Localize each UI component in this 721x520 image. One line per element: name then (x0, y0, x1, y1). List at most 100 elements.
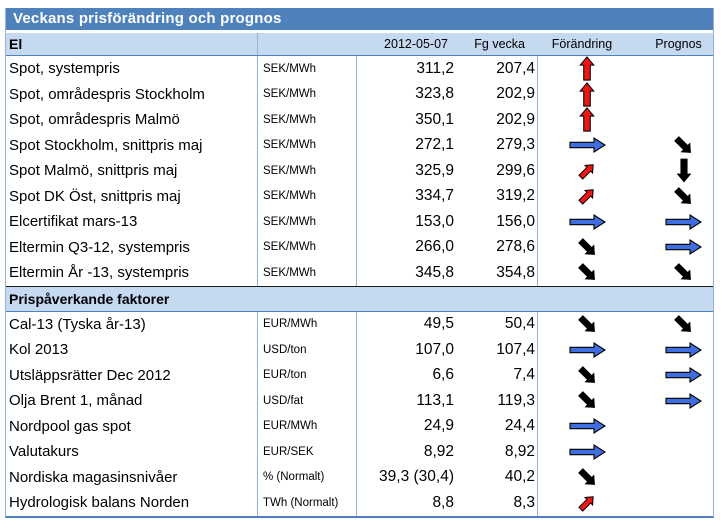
table-row: Hydrologisk balans Norden TWh (Normalt) 8,… (6, 490, 713, 516)
row-change-cell (538, 133, 626, 159)
row-prev-value: 354,8 (457, 260, 538, 286)
row-current-value: 345,8 (415, 263, 454, 281)
column-header-forecast: Prognos (655, 37, 702, 51)
row-prev-value: 7,4 (457, 362, 538, 388)
row-forecast-cell (626, 465, 713, 491)
black-diag-down-arrow-icon (577, 314, 595, 332)
row-change-cell (538, 363, 626, 389)
row-current-value: 272,1 (415, 136, 454, 154)
row-name: Spot, områdespris Stockholm (6, 81, 258, 107)
row-forecast-cell (626, 107, 713, 133)
row-unit: SEK/MWh (258, 158, 357, 184)
red-diag-up-arrow-icon (578, 189, 594, 206)
blue-right-arrow-icon (665, 239, 702, 256)
table-row: Cal-13 (Tyska år-13) EUR/MWh 49,5 50,4 (6, 311, 713, 338)
table-row: Utsläppsrätter Dec 2012 EUR/ton 6,6 7,4 (6, 362, 713, 389)
red-up-arrow-icon (579, 107, 595, 132)
black-diag-down-arrow-icon (577, 391, 595, 409)
row-prev-value: 279,3 (457, 132, 538, 158)
row-unit: USD/fat (258, 388, 357, 414)
row-name: Nordpool gas spot (6, 413, 258, 439)
row-forecast-cell (626, 312, 713, 338)
row-prev-value: 156,0 (457, 209, 538, 235)
row-forecast-cell (626, 439, 713, 465)
row-unit: SEK/MWh (258, 56, 357, 82)
row-current-value: 6,6 (432, 366, 454, 384)
row-unit: SEK/MWh (258, 81, 357, 107)
black-diag-down-arrow-icon (674, 263, 691, 281)
row-name: Eltermin År -13, systempris (6, 260, 258, 286)
section-factors-rows: Cal-13 (Tyska år-13) EUR/MWh 49,5 50,4 Kol 2… (6, 311, 713, 516)
black-diag-down-arrow-icon (577, 263, 595, 281)
row-prev-value: 207,4 (457, 56, 538, 82)
row-change-cell (538, 184, 626, 210)
row-prev-value: 278,6 (457, 234, 538, 260)
row-forecast-cell (626, 158, 713, 184)
table-row: Eltermin Q3-12, systempris SEK/MWh 266,0 27… (6, 234, 713, 261)
table-row: Spot, systempris SEK/MWh 311,2 207,4 (6, 56, 713, 82)
column-header-row: El 2012-05-07 Fg vecka Förändring Progno… (6, 33, 713, 56)
row-change-cell (538, 439, 626, 465)
black-down-arrow-icon (676, 158, 691, 183)
row-forecast-cell (626, 490, 713, 516)
row-change-cell (538, 235, 626, 261)
column-header-change: Förändring (551, 37, 613, 51)
row-unit: SEK/MWh (258, 209, 357, 235)
black-diag-down-arrow-icon (674, 135, 691, 153)
row-current-value: 8,8 (432, 493, 454, 511)
row-change-cell (538, 158, 626, 184)
row-forecast-cell (626, 363, 713, 389)
row-unit: USD/ton (258, 337, 357, 363)
row-unit: EUR/MWh (258, 413, 357, 439)
row-current-value: 266,0 (415, 238, 454, 256)
red-diag-up-arrow-icon (578, 164, 594, 180)
row-name: Spot Stockholm, snittpris maj (6, 132, 258, 158)
price-report-table: Veckans prisförändring och prognos El 20… (5, 8, 714, 518)
row-name: Spot DK Öst, snittpris maj (6, 183, 258, 209)
row-change-cell (538, 312, 626, 338)
row-forecast-cell (626, 133, 713, 159)
row-current-value: 113,1 (416, 391, 454, 409)
red-diag-up-arrow-icon (578, 496, 594, 512)
section-el-rows: Spot, systempris SEK/MWh 311,2 207,4 Spot, o… (6, 56, 713, 286)
row-current-value: 24,9 (423, 417, 454, 435)
black-diag-down-arrow-icon (674, 186, 691, 204)
table-row: Valutakurs EUR/SEK 8,92 8,92 (6, 439, 713, 465)
row-change-cell (538, 465, 626, 491)
row-current-value: 8,92 (423, 442, 454, 460)
row-prev-value: 107,4 (457, 337, 538, 363)
section-label-el: El (6, 33, 258, 55)
row-name: Olja Brent 1, månad (6, 388, 258, 414)
row-current-value: 325,9 (415, 161, 454, 179)
column-header-date: 2012-05-07 (384, 37, 448, 51)
row-current-value: 350,1 (415, 110, 454, 128)
row-name: Eltermin Q3-12, systempris (6, 234, 258, 260)
row-current-value: 334,7 (415, 187, 454, 205)
row-current-value: 323,8 (415, 85, 454, 103)
row-forecast-cell (626, 260, 713, 286)
row-prev-value: 319,2 (457, 183, 538, 209)
table-row: Spot DK Öst, snittpris maj SEK/MWh 334,7 31… (6, 183, 713, 210)
row-forecast-cell (626, 388, 713, 414)
row-forecast-cell (626, 184, 713, 210)
table-row: Eltermin År -13, systempris SEK/MWh 345,8 3… (6, 260, 713, 286)
black-diag-down-arrow-icon (577, 467, 595, 485)
row-forecast-cell (626, 337, 713, 363)
row-forecast-cell (626, 414, 713, 440)
row-prev-value: 8,92 (457, 439, 538, 465)
red-up-arrow-icon (579, 56, 595, 81)
blue-right-arrow-icon (665, 341, 702, 358)
row-change-cell (538, 209, 626, 235)
row-name: Valutakurs (6, 439, 258, 465)
table-row: Nordiska magasinsnivåer% (Normalt) 39,3 (… (6, 464, 713, 491)
blue-right-arrow-icon (568, 213, 606, 230)
row-change-cell (538, 260, 626, 286)
row-change-cell (538, 414, 626, 440)
row-current-value: 153,0 (415, 212, 454, 230)
report-title: Veckans prisförändring och prognos (6, 8, 713, 30)
row-name: Nordiska magasinsnivåer (6, 464, 258, 490)
row-unit: EUR/SEK (258, 439, 357, 465)
table-row: Spot, områdespris Malmö SEK/MWh 350,1 202,9 (6, 107, 713, 133)
row-name: Spot Malmö, snittpris maj (6, 158, 258, 184)
table-row: Kol 2013 USD/ton 107,0 107,4 (6, 337, 713, 363)
